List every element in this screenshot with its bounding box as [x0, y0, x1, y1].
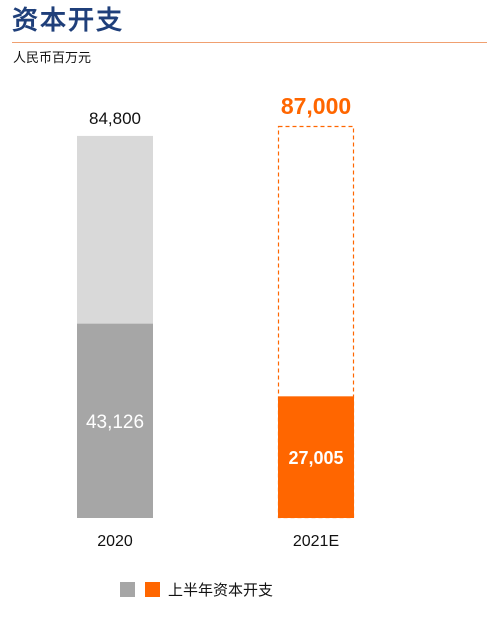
page-title: 资本开支 — [12, 6, 125, 36]
legend-swatch-2020 — [120, 581, 135, 597]
total-label-2021e: 87,000 — [281, 93, 351, 119]
value-label-h1-2021e: 27,005 — [288, 448, 343, 468]
bar-h1-2020 — [77, 323, 153, 518]
legend: 上半年资本开支 — [120, 579, 273, 599]
bar-total-2021e — [277, 125, 355, 519]
category-label-2020: 2020 — [97, 533, 133, 550]
legend-swatch-2021e — [145, 581, 160, 597]
category-label-2021e: 2021E — [293, 533, 339, 550]
total-label-2020: 84,800 — [89, 109, 141, 128]
bar-h1-2021e — [278, 396, 354, 518]
title-divider — [12, 42, 487, 43]
unit-label: 人民币百万元 — [13, 51, 92, 66]
legend-label: 上半年资本开支 — [168, 580, 274, 599]
value-label-h1-2020: 43,126 — [86, 412, 144, 433]
